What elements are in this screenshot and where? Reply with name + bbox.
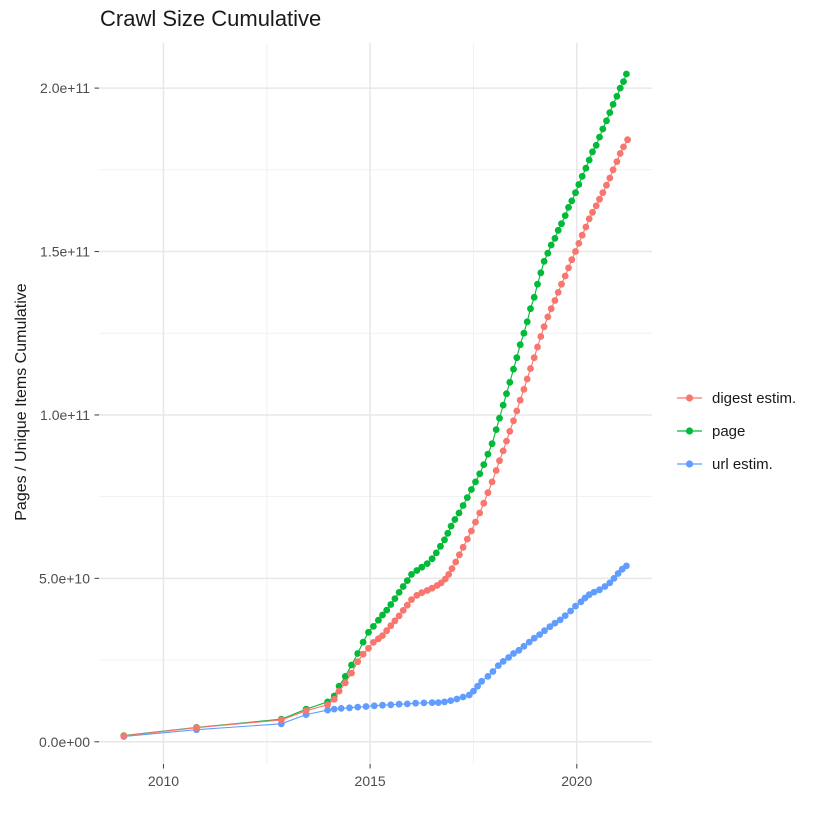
legend-label: url estim. [712, 455, 773, 473]
svg-text:2020: 2020 [561, 773, 592, 789]
svg-text:2.0e+11: 2.0e+11 [40, 80, 90, 96]
legend-key-digest-icon [677, 394, 702, 402]
legend-item-url-estim: url estim. [676, 454, 773, 474]
svg-text:2015: 2015 [355, 773, 386, 789]
legend-label: digest estim. [712, 389, 797, 407]
svg-text:1.5e+11: 1.5e+11 [40, 244, 90, 260]
svg-text:1.0e+11: 1.0e+11 [40, 407, 90, 423]
legend-item-digest-estim: digest estim. [676, 388, 796, 408]
chart-title: Crawl Size Cumulative [100, 6, 322, 31]
legend-item-page: page [676, 421, 745, 441]
legend-key-url-icon [677, 460, 702, 468]
series-url-estim- [120, 562, 630, 740]
legend-label: page [712, 422, 746, 440]
svg-text:2010: 2010 [148, 773, 179, 789]
series-page [120, 70, 630, 739]
svg-text:0.0e+00: 0.0e+00 [39, 734, 90, 750]
legend-key-page-icon [677, 427, 702, 435]
series-digest-estim- [120, 136, 631, 740]
svg-text:5.0e+10: 5.0e+10 [39, 570, 90, 586]
